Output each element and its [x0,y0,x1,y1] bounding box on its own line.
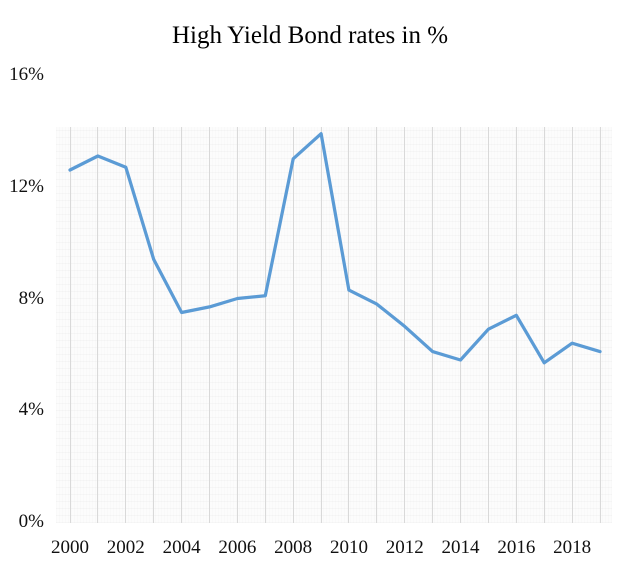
gridline-2017 [543,127,545,523]
x-tick-label-2016: 2016 [497,537,536,558]
gridline-2013 [432,127,434,523]
x-tick-label-2010: 2010 [329,537,368,558]
y-tick-label-8: 8% [18,287,44,309]
x-tick-label-2004: 2004 [162,537,201,558]
x-tick-label-2018: 2018 [553,537,592,558]
chart-title: High Yield Bond rates in % [171,22,449,49]
x-tick-label-2008: 2008 [274,537,313,558]
gridline-2015 [487,127,489,523]
gridline-2001 [97,127,99,523]
gridline-2002 [125,127,127,523]
y-tick-label-0: 0% [18,511,44,532]
gridline-2007 [264,127,266,523]
gridline-2009 [320,127,322,523]
gridline-2003 [153,127,155,523]
gridline-2014 [460,127,462,523]
x-tick-label-2012: 2012 [385,537,424,558]
gridline-2008 [292,127,294,523]
x-tick-label-2002: 2002 [106,537,145,558]
gridline-2010 [348,127,350,523]
gridline-2004 [181,127,183,523]
y-tick-label-12: 12% [9,175,44,197]
x-tick-label-2000: 2000 [51,537,89,558]
x-tick-label-2014: 2014 [441,537,480,558]
gridline-2006 [236,127,238,523]
gridline-2018 [571,127,573,523]
plot-area [56,127,612,523]
y-tick-label-4: 4% [18,399,44,421]
x-tick-label-2006: 2006 [218,537,257,558]
gridline-2016 [515,127,517,523]
gridline-2012 [404,127,406,523]
gridline-2000 [69,127,71,523]
y-tick-label-16: 16% [9,64,44,85]
gridline-2019 [599,127,601,523]
gridline-2011 [376,127,378,523]
gridline-2005 [208,127,210,523]
